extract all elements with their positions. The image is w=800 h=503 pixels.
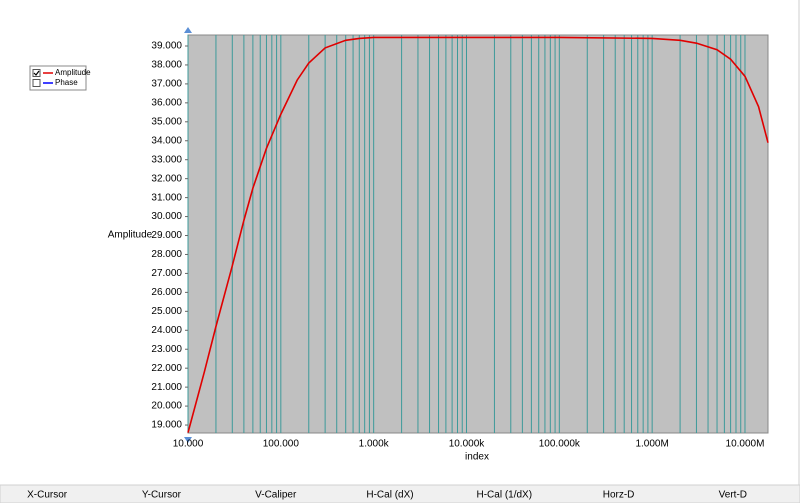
x-tick-label: 1.000M — [635, 439, 668, 450]
y-tick-label: 37.000 — [151, 79, 182, 90]
y-tick-label: 25.000 — [151, 306, 182, 317]
x-tick-label: 100.000k — [539, 439, 581, 450]
y-tick-label: 29.000 — [151, 230, 182, 241]
toolbar-button[interactable]: H-Cal (1/dX) — [476, 490, 532, 501]
legend-checkbox[interactable] — [32, 69, 41, 77]
y-tick-label: 24.000 — [151, 325, 182, 336]
x-tick-label: 1.000k — [359, 439, 390, 450]
y-axis-label: Amplitude — [108, 230, 153, 241]
toolbar-button[interactable]: Horz-D — [603, 490, 635, 501]
y-tick-label: 22.000 — [151, 363, 182, 374]
y-tick-label: 35.000 — [151, 116, 182, 127]
x-tick-label: 10.000M — [726, 439, 765, 450]
legend-label: Amplitude — [55, 68, 91, 77]
y-tick-label: 21.000 — [151, 382, 182, 393]
x-tick-label: 100.000 — [263, 439, 300, 450]
y-tick-label: 31.000 — [151, 192, 182, 203]
legend-checkbox[interactable] — [32, 79, 41, 87]
y-tick-label: 19.000 — [151, 420, 182, 431]
x-tick-label: 10.000 — [173, 439, 204, 450]
y-tick-label: 38.000 — [151, 60, 182, 71]
legend-label: Phase — [55, 78, 78, 87]
y-tick-label: 34.000 — [151, 135, 182, 146]
y-tick-label: 20.000 — [151, 401, 182, 412]
y-tick-label: 33.000 — [151, 154, 182, 165]
toolbar-button[interactable]: Y-Cursor — [142, 490, 182, 501]
y-tick-label: 36.000 — [151, 97, 182, 108]
toolbar-button[interactable]: V-Caliper — [255, 490, 297, 501]
toolbar-button[interactable]: X-Cursor — [27, 490, 68, 501]
y-tick-label: 30.000 — [151, 211, 182, 222]
x-axis-label: index — [465, 452, 489, 463]
y-tick-label: 32.000 — [151, 173, 182, 184]
y-tick-label: 28.000 — [151, 249, 182, 260]
y-tick-label: 39.000 — [151, 41, 182, 52]
toolbar-button[interactable]: Vert-D — [719, 490, 747, 501]
plot-area — [187, 34, 769, 434]
toolbar-bg — [0, 484, 800, 503]
checkmark — [33, 70, 40, 76]
amplitude-line — [187, 36, 769, 433]
y-tick-label: 27.000 — [151, 268, 182, 279]
toolbar-button[interactable]: H-Cal (dX) — [366, 490, 413, 501]
x-tick-label: 10.000k — [449, 439, 486, 450]
y-tick-label: 23.000 — [151, 344, 182, 355]
y-tick-label: 26.000 — [151, 287, 182, 298]
